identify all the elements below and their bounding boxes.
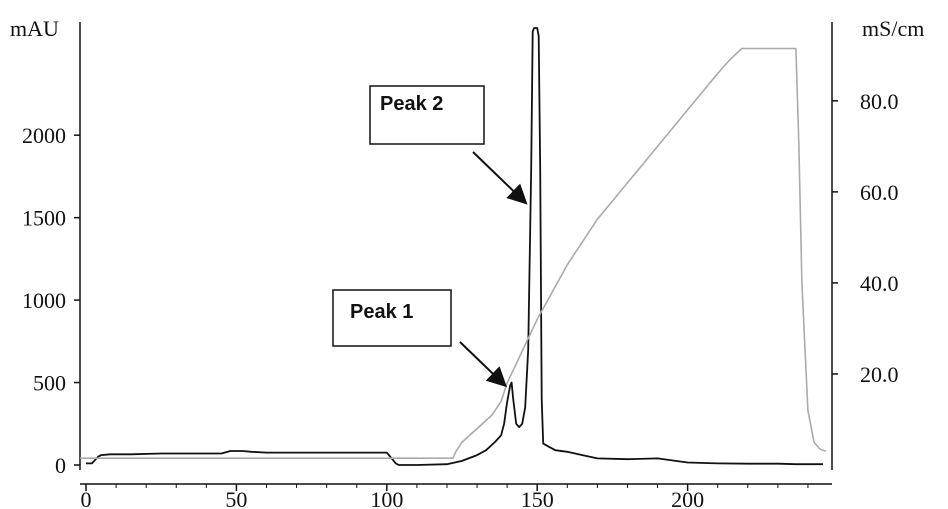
right-tick-label: 60.0 <box>860 180 899 205</box>
x-tick-label: 200 <box>671 487 704 509</box>
annotation-peak-2-arrow <box>472 151 528 205</box>
annotation-peak-2: Peak 2 <box>369 85 528 205</box>
right-axis-ticks: 20.0 40.0 60.0 80.0 <box>832 89 899 387</box>
x-tick-label: 150 <box>521 487 554 509</box>
left-axis-ticks: 0 500 1000 1500 2000 <box>22 123 80 478</box>
right-axis-unit: mS/cm <box>862 16 924 41</box>
series-layer <box>80 27 827 466</box>
annotation-peak-2-box <box>369 85 485 145</box>
x-tick-label: 0 <box>81 487 92 509</box>
annotation-peak-2-label: Peak 2 <box>380 93 443 115</box>
right-tick-label: 80.0 <box>860 89 899 114</box>
absorbance-series-line <box>86 27 823 466</box>
x-axis-ticks: 0 50 100 150 200 <box>81 484 809 509</box>
left-tick-label: 1500 <box>22 206 66 231</box>
right-tick-label: 40.0 <box>860 271 899 296</box>
right-tick-label: 20.0 <box>860 362 899 387</box>
annotation-peak-1-arrow <box>459 341 507 388</box>
annotation-peak-1: Peak 1 <box>332 289 507 388</box>
left-tick-label: 2000 <box>22 123 66 148</box>
left-tick-label: 0 <box>55 453 66 478</box>
conductivity-series-line <box>80 47 827 459</box>
annotation-peak-1-label: Peak 1 <box>350 301 413 323</box>
left-tick-label: 500 <box>33 371 66 396</box>
left-tick-label: 1000 <box>22 288 66 313</box>
x-tick-label: 50 <box>225 487 247 509</box>
annotation-peak-1-box <box>332 289 452 347</box>
left-axis-unit: mAU <box>10 16 59 41</box>
x-tick-label: 100 <box>370 487 403 509</box>
